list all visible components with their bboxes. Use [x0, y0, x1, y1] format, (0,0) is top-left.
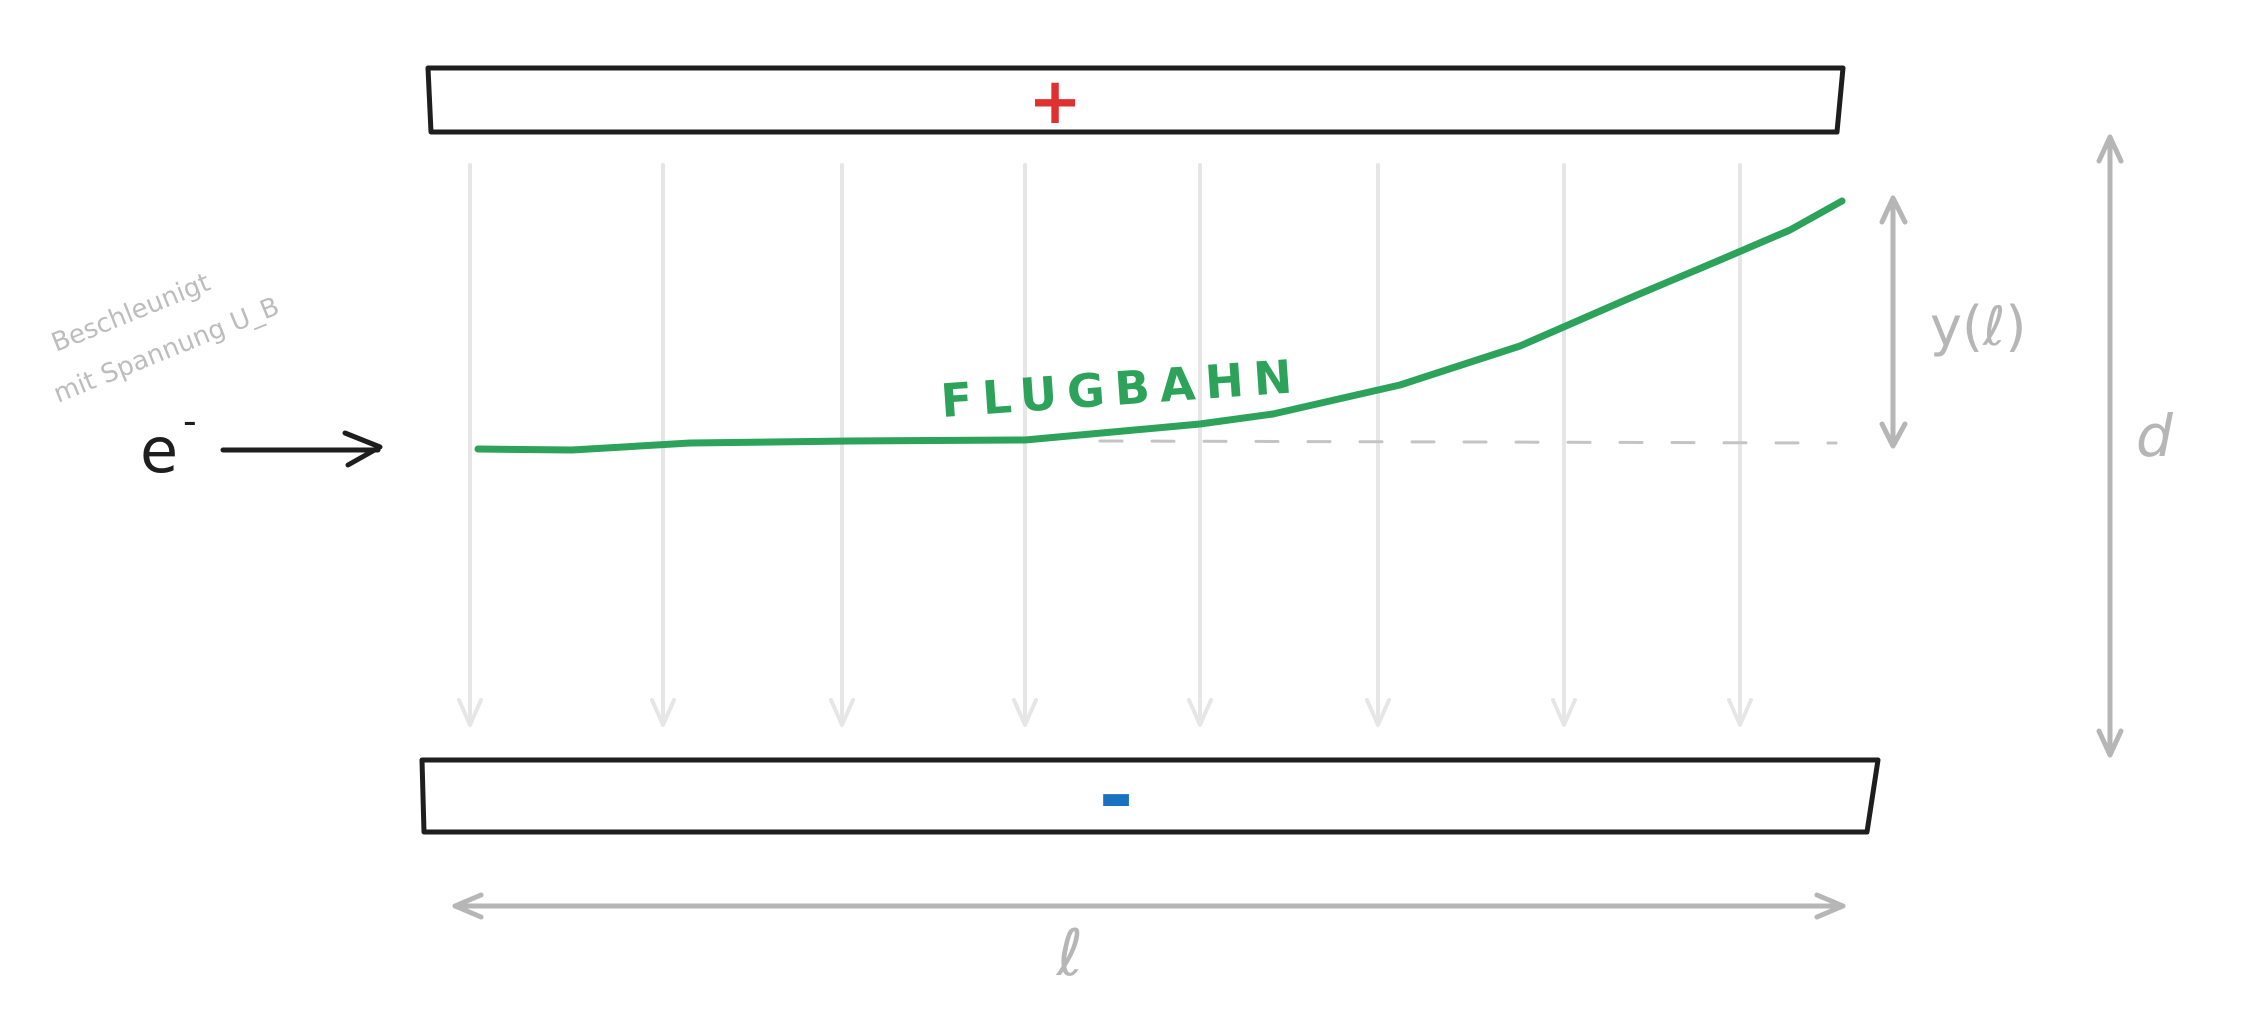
- plate-distance-dimension-arrow: [2096, 134, 2124, 758]
- plate-length-label: ℓ: [1056, 917, 1083, 991]
- plate-distance-label: d: [2136, 402, 2174, 470]
- deflection-label: y(ℓ): [1930, 295, 2026, 358]
- negative-plate: [419, 757, 1881, 835]
- field-line: [457, 163, 483, 727]
- electron-charge-superscript: -: [183, 399, 197, 443]
- plate-length-dimension-arrow: [452, 892, 1846, 920]
- field-line: [1551, 163, 1577, 727]
- deflection-dimension-arrow: [1879, 195, 1908, 449]
- field-line: [1187, 163, 1213, 727]
- field-line: [1012, 163, 1038, 727]
- electron-trajectory: [474, 197, 1846, 454]
- minus-sign: -: [1099, 746, 1134, 844]
- field-line: [829, 163, 855, 727]
- plus-sign: +: [1028, 65, 1082, 139]
- electron-direction-arrow: [220, 430, 383, 468]
- undeflected-reference-line: [1098, 439, 1838, 445]
- electron-symbol: e: [140, 414, 178, 487]
- acceleration-note: Beschleunigt mit Spannung U_B: [47, 268, 283, 410]
- field-line: [1365, 163, 1391, 727]
- positive-plate: [425, 65, 1846, 135]
